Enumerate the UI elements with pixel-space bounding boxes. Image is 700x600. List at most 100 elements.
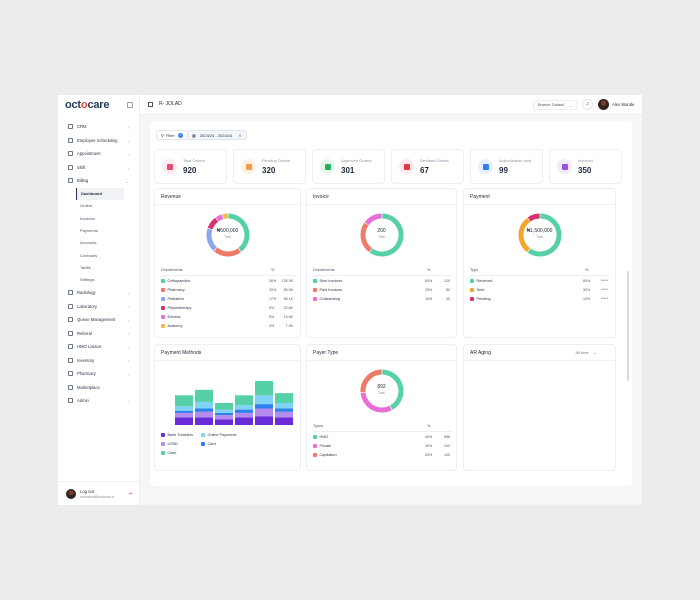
sidebar-item-referral[interactable]: Referral › [58, 326, 140, 340]
bar-segment-ussd[interactable] [235, 412, 253, 418]
submenu-item-payments[interactable]: Payments [80, 228, 98, 234]
sidebar-item-pharmacy[interactable]: Pharmacy › [58, 367, 140, 381]
scrollbar[interactable] [627, 271, 629, 381]
header-user-name[interactable]: Alex Wande [612, 102, 635, 107]
bar-segment-card[interactable] [195, 408, 213, 412]
donut-slice-electics[interactable] [215, 214, 224, 222]
submenu-item-dashboard[interactable]: Dashboard [76, 187, 124, 200]
bar-segment-cash[interactable] [215, 403, 233, 410]
date-range-chip[interactable]: ▦ 2023/24 - 2024/24 ✕ [187, 130, 247, 140]
sidebar-item-shift[interactable]: Shift › [58, 161, 140, 175]
avatar[interactable] [598, 99, 609, 110]
notification-bell-icon[interactable]: ♫ [582, 99, 593, 110]
bar-segment-online-payments[interactable] [255, 395, 273, 405]
brand-logo[interactable]: octocare [65, 99, 109, 111]
submenu-item-accounts[interactable]: Accounts [80, 240, 97, 246]
legend-swatch [161, 315, 165, 319]
bar-segment-cash[interactable] [195, 389, 213, 402]
donut-center-value: ₦500,000 [216, 228, 239, 234]
sidebar-user-text: Log out someemail@octocare.io [80, 489, 114, 499]
stat-card-total-orders[interactable]: Total Orders 920 [154, 149, 227, 184]
submenu-item-contracts[interactable]: Contracts [80, 252, 98, 258]
sidebar-item-hmo-liaison[interactable]: HMO Liaison › [58, 340, 140, 354]
collapse-sidebar-icon[interactable] [127, 102, 133, 108]
donut-slice-pending[interactable] [527, 213, 540, 222]
stat-card-declined-orders[interactable]: Declined Orders 67 [391, 149, 464, 184]
branch-select[interactable]: Branch: Default ⌄ [533, 100, 578, 110]
submenu-item-orders[interactable]: Orders [80, 203, 93, 209]
bar-segment-card[interactable] [275, 408, 293, 412]
donut-slice-sent[interactable] [518, 217, 531, 253]
bar-segment-ussd[interactable] [275, 411, 293, 418]
row-label: Paid Invoices [319, 288, 343, 292]
donut-slice-outstanding[interactable] [364, 213, 382, 226]
legend-item: Cash [161, 451, 176, 455]
sidebar-item-crm[interactable]: CRM › [58, 120, 140, 134]
donut-slice-pediatrics[interactable] [206, 228, 217, 251]
bar-segment-ussd[interactable] [195, 411, 213, 418]
bar-segment-bank-transfers[interactable] [255, 416, 273, 425]
bar-segment-bank-transfers[interactable] [175, 417, 193, 425]
card-title: Payment Methods [161, 350, 202, 356]
donut-slice-orthopaedics[interactable] [228, 213, 250, 252]
submenu-item-invoices[interactable]: Invoices [80, 215, 95, 221]
donut-slice-hmo[interactable] [382, 369, 404, 410]
submenu-item-tariffs[interactable]: Tariffs [80, 264, 91, 270]
stat-card-approved-orders[interactable]: Approved Orders 301 [312, 149, 385, 184]
donut-slice-physiotherapy[interactable] [207, 217, 219, 230]
bar-segment-bank-transfers[interactable] [215, 419, 233, 426]
sidebar-item-billing[interactable]: Billing ⌄ [58, 174, 140, 188]
stat-card-pending-orders[interactable]: Pending Orders 320 [233, 149, 306, 184]
card-title: Payer Type [313, 350, 339, 356]
bar-segment-online-payments[interactable] [175, 406, 193, 411]
main-content: ⚲ Filter 1 ▦ 2023/24 - 2024/24 ✕ Total Order… [140, 115, 642, 505]
bar-segment-online-payments[interactable] [215, 409, 233, 413]
stat-card-invoiced[interactable]: Invoiced 350 [549, 149, 622, 184]
sidebar-item-appointment[interactable]: Appointment › [58, 147, 140, 161]
bar-segment-card[interactable] [175, 410, 193, 413]
sidebar-item-inventory[interactable]: Inventory › [58, 353, 140, 367]
logout-label[interactable]: Log out [80, 488, 94, 494]
row-percent: 25% [425, 453, 433, 457]
bar-segment-card[interactable] [215, 412, 233, 416]
logo-text-o: o [80, 99, 88, 111]
donut-slice-sent-invoices[interactable] [369, 213, 404, 257]
bar-segment-online-payments[interactable] [275, 403, 293, 409]
top-header: R- JOLAD Branch: Default ⌄ ♫ Alex Wande [140, 95, 642, 115]
sidebar-item-marketplace[interactable]: Marketplace [58, 380, 140, 394]
donut-slice-capitation[interactable] [360, 369, 382, 393]
submenu-item-settings[interactable]: Settings [80, 277, 95, 283]
bar-segment-bank-transfers[interactable] [235, 417, 253, 425]
chevron-down-icon: ⌄ [125, 179, 129, 184]
bar-segment-online-payments[interactable] [195, 401, 213, 409]
bar-segment-card[interactable] [235, 409, 253, 413]
bar-segment-online-payments[interactable] [235, 405, 253, 410]
bar-segment-ussd[interactable] [215, 415, 233, 420]
bar-segment-cash[interactable] [275, 393, 293, 403]
bar-segment-cash[interactable] [175, 395, 193, 407]
bar-segment-card[interactable] [255, 404, 273, 409]
sidebar-item-admin[interactable]: Admin › [58, 394, 140, 408]
ar-aging-period-select[interactable]: All time ⌄ [576, 350, 597, 355]
bar-segment-cash[interactable] [235, 395, 253, 406]
bar-segment-ussd[interactable] [255, 408, 273, 417]
donut-slice-private[interactable] [360, 392, 392, 413]
stat-card-authorization-sent[interactable]: Authorization sent 99 [470, 149, 543, 184]
sidebar-item-laboratory[interactable]: Laboratory › [58, 299, 140, 313]
donut-slice-anatomy[interactable] [222, 213, 228, 220]
close-icon[interactable]: ✕ [238, 132, 242, 138]
sidebar-item-queue-management[interactable]: Queue Management › [58, 313, 140, 327]
sidebar-item-label: Employee Scheduling [77, 137, 118, 143]
donut-slice-received[interactable] [527, 213, 562, 257]
logout-icon[interactable]: ⇥ [127, 491, 132, 497]
filter-button[interactable]: ⚲ Filter 1 [156, 130, 188, 140]
bar-segment-cash[interactable] [255, 381, 273, 396]
donut-slice-pharmacy[interactable] [214, 247, 241, 257]
donut-center-value: 200 [377, 228, 386, 234]
donut-slice-paid-invoices[interactable] [360, 222, 373, 253]
bar-segment-bank-transfers[interactable] [195, 417, 213, 425]
sidebar-item-radiology[interactable]: Radiology › [58, 286, 140, 300]
bar-segment-bank-transfers[interactable] [275, 417, 293, 425]
bar-segment-ussd[interactable] [175, 412, 193, 418]
sidebar-item-employee-scheduling[interactable]: Employee Scheduling › [58, 134, 140, 148]
